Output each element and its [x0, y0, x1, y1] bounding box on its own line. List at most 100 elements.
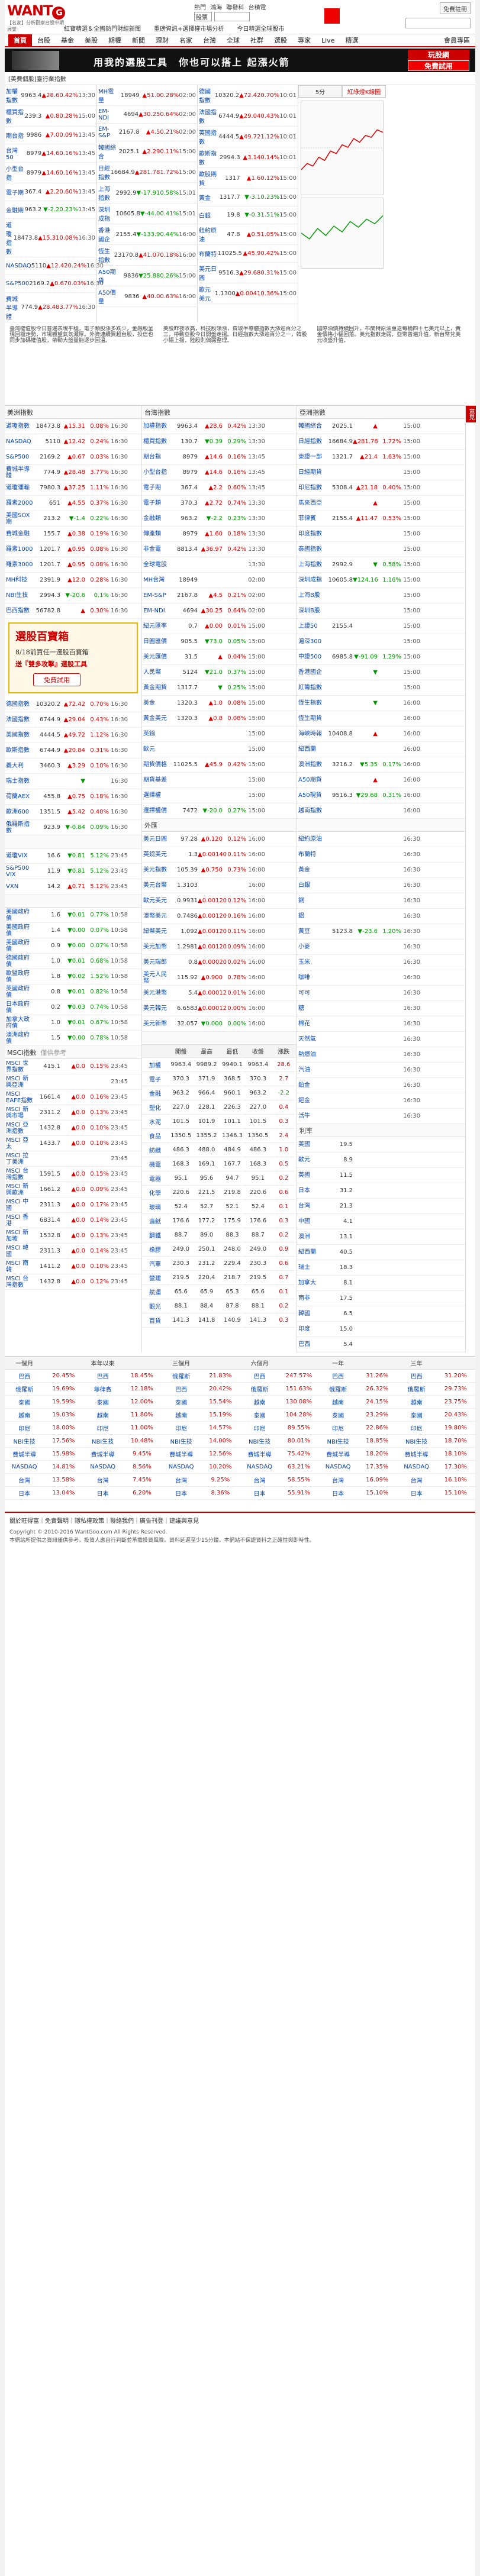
quote-nm[interactable]: 恆生指數 — [98, 248, 110, 264]
quote-nm[interactable]: 海峽時報 — [298, 731, 322, 737]
nav-item[interactable]: 基金 — [61, 37, 74, 44]
quote-row[interactable]: MSCI 世界指數 415.1 ▲0.0 0.15% 23:45 — [5, 1059, 141, 1074]
quote-nm[interactable]: 電子類 — [143, 500, 161, 506]
quote-row[interactable]: 泰國指數 15:00 — [297, 542, 465, 557]
quote-row[interactable]: 電子期 367.4 ▲2.2 0.60% 13:45 — [142, 480, 297, 496]
quote-row[interactable]: 美國政府債 1.6 ▼0.01 0.77% 10:58 — [5, 908, 141, 923]
quote-nm[interactable]: 美國政府債 — [6, 924, 30, 937]
quote-nm[interactable]: 全球電股 — [143, 561, 167, 568]
quote-row[interactable]: NASDAQ 5110 ▲12.42 0.24% 16:30 — [5, 434, 141, 450]
quote-row[interactable]: 韓國綜合 2025.1 ▲ 15:00 — [297, 419, 465, 434]
quote-row[interactable]: 熱燃油 16:30 — [297, 1047, 465, 1063]
quote-nm[interactable]: 東證一部 — [298, 454, 322, 460]
quote-nm[interactable]: 英國指數 — [6, 732, 30, 738]
quote-nm[interactable]: EM-S&P — [98, 125, 111, 139]
quote-row[interactable]: 日經指數 16684.9 ▲281.78 1.72% 15:00 — [297, 434, 465, 450]
perf-market[interactable]: 越南 — [18, 1413, 31, 1419]
quote-row[interactable]: 費城半導體 774.9 ▲28.48 3.77% 16:30 — [5, 465, 141, 480]
quote-row[interactable]: 印度指數 15:00 — [297, 527, 465, 542]
quote-row[interactable]: 選擇權價 7472 ▼-20.0 0.27% 15:00 — [142, 803, 297, 819]
quote-row[interactable]: MSCI 新加坡 1532.8 ▲0.0 0.13% 23:45 — [5, 1228, 141, 1244]
perf-market[interactable]: 巴西 — [18, 1374, 31, 1380]
grid-cell[interactable]: 紡織 — [142, 1143, 168, 1157]
quote-nm[interactable]: 法國指數 — [199, 109, 217, 125]
quote-row[interactable]: 美元加幣 1.2981 ▲0.00120 0.09% 16:00 — [142, 940, 297, 955]
perf-market[interactable]: 台灣 — [175, 1478, 188, 1484]
quote-nm[interactable]: 可可 — [298, 990, 310, 996]
quote-nm[interactable]: 期台指 — [143, 454, 161, 460]
quote-nm[interactable]: 上海指數 — [298, 561, 322, 568]
quote-nm[interactable]: MSCI 拉丁美洲 — [6, 1152, 29, 1166]
quote-row[interactable]: 英鎊美元 1.3 ▲0.00140 0.11% 16:00 — [142, 847, 297, 863]
quote-nm[interactable]: 紐約原油 — [298, 836, 322, 842]
quote-row[interactable]: EM-S&P 2167.8 ▲4.5 0.21% 02:00 — [97, 124, 197, 141]
quote-nm[interactable]: 瑞士指數 — [6, 778, 30, 785]
quote-row[interactable]: 期貨基差 15:00 — [142, 773, 297, 788]
quote-nm[interactable]: 英鎊美元 — [143, 851, 167, 858]
quote-row[interactable]: 日圓匯價 905.5 ▼73.0 0.05% 15:00 — [142, 634, 297, 650]
quote-row[interactable]: 咖啡 16:30 — [297, 970, 465, 986]
quote-row[interactable]: A50現貨 9516.3 ▼29.68 0.31% 16:00 — [297, 788, 465, 803]
quote-nm[interactable]: 德國指數 — [199, 89, 211, 104]
quote-nm[interactable]: MH電量 — [98, 89, 114, 104]
headline-link[interactable]: 重磅資訊+選擇權市場分析 — [154, 26, 224, 33]
quote-row[interactable]: 馬來西亞 ▲ 15:00 — [297, 496, 465, 511]
quote-nm[interactable]: 越南指數 — [298, 808, 322, 814]
quote-nm[interactable]: A50價量 — [98, 290, 116, 305]
quote-nm[interactable]: VXN — [6, 883, 19, 890]
grid-cell[interactable]: 食品 — [142, 1129, 168, 1143]
quote-row[interactable]: MSCI 台灣指數 1591.5 ▲0.0 0.15% 23:45 — [5, 1167, 141, 1182]
quote-row[interactable]: 恆生指數 ▼ 16:00 — [297, 696, 465, 711]
quote-nm[interactable]: 英鎊 — [143, 731, 155, 737]
quote-nm[interactable]: 羅素2000 — [6, 500, 33, 506]
quote-nm[interactable]: 義大利 — [6, 763, 24, 769]
quote-row[interactable]: 紐幣美元 1.092 ▲0.00120 0.11% 16:00 — [142, 924, 297, 940]
perf-market[interactable]: 印尼 — [175, 1426, 188, 1432]
quote-row[interactable]: 紐元匯率 0.7 ▲0.00 0.01% 15:00 — [142, 619, 297, 634]
quote-row[interactable]: 加權指數 9963.4 ▲28.6 0.42% 13:30 — [142, 419, 297, 434]
perf-market[interactable]: 費城半導 — [91, 1452, 115, 1458]
quote-row[interactable]: 美金 1320.3 ▲1.0 0.08% 15:00 — [142, 696, 297, 711]
perf-market[interactable]: 越南 — [175, 1413, 188, 1419]
headline-link[interactable]: 紅寶精選＆全國熱門財經新聞 — [64, 26, 141, 33]
quote-row[interactable]: 小型台指 8979 ▲14.6 0.16% 13:45 — [142, 465, 297, 480]
quote-nm[interactable]: S&P500 VIX — [6, 864, 30, 878]
quote-row[interactable]: 鉑金 16:30 — [297, 1078, 465, 1093]
grid-cell[interactable]: 電子 — [142, 1072, 168, 1086]
quote-row[interactable]: EM-NDI 4694 ▲30.25 0.64% 02:00 — [142, 603, 297, 619]
quote-nm[interactable]: 黃金美元 — [143, 715, 167, 722]
grid-cell[interactable]: 橡膠 — [142, 1242, 168, 1257]
nav-item[interactable]: 台股 — [37, 37, 50, 44]
quote-nm[interactable]: EM-NDI — [143, 608, 165, 614]
rate-row[interactable]: 南非 17.5 — [297, 1291, 465, 1306]
quote-row[interactable]: NBI生技 2994.3 ▼-20.6 0.1% 16:30 — [5, 588, 141, 603]
perf-market[interactable]: 巴西 — [410, 1374, 423, 1380]
hot-item[interactable]: 鴻海 — [210, 5, 223, 11]
quote-nm[interactable]: 鈀金 — [298, 1097, 310, 1104]
quote-row[interactable]: MH台灣 18949 02:00 — [142, 573, 297, 588]
quote-row[interactable]: 金融類 963.2 ▼-2.2 0.23% 13:30 — [142, 511, 297, 527]
perf-market[interactable]: 泰國 — [175, 1400, 188, 1406]
quote-row[interactable]: 美元日圓 97.28 ▲0.120 0.12% 16:00 — [142, 832, 297, 847]
quote-row[interactable]: MSCI 亞洲指數 1432.8 ▲0.0 0.10% 23:45 — [5, 1121, 141, 1136]
quote-nm[interactable]: 美元日圓 — [199, 266, 217, 282]
quote-row[interactable]: 歐股期貨 1317 ▲1.6 0.12% 15:00 — [198, 168, 298, 189]
perf-market[interactable]: 費城半導 — [12, 1452, 37, 1458]
stock-tool-ad[interactable]: 選股百寶箱 8/18前買任一選股百寶箱 送『雙多攻擊』選股工具 免費試用 — [8, 622, 138, 693]
quote-row[interactable]: 羅素2000 651 ▲4.55 0.37% 16:30 — [5, 496, 141, 511]
quote-row[interactable]: 紅籌指數 15:00 — [297, 680, 465, 696]
quote-row[interactable]: A50期貨 9836 ▼25.88 0.26% 15:00 — [97, 266, 197, 286]
quote-row[interactable]: 白銀 19.8 ▼-0.3 1.51% 15:00 — [198, 206, 298, 224]
nav-item[interactable]: 社群 — [250, 37, 263, 44]
perf-market[interactable]: NASDAQ — [247, 1464, 272, 1470]
quote-nm[interactable]: NASDAQ — [6, 438, 31, 445]
quote-row[interactable]: 美元指數 105.39 ▲0.750 0.73% 16:00 — [142, 863, 297, 878]
hot-item[interactable]: 台積電 — [248, 5, 266, 11]
quote-nm[interactable]: 費城半導體 — [6, 466, 30, 479]
quote-row[interactable]: MSCI 香港 6831.4 ▲0.0 0.14% 23:45 — [5, 1213, 141, 1228]
quote-row[interactable]: 人民幣 5124 ▼21.0 0.37% 15:00 — [142, 665, 297, 680]
quote-row[interactable]: 美元瑞郎 0.8 ▲0.00020 0.02% 16:00 — [142, 955, 297, 970]
quote-row[interactable]: 日本政府債 0.2 ▼0.03 0.74% 10:58 — [5, 1000, 141, 1015]
quote-row[interactable]: 櫃買指數 239.3 ▲0.8 0.28% 15:00 — [5, 106, 96, 127]
quote-row[interactable]: 瑞士指數 ▼ 16:30 — [5, 774, 141, 789]
